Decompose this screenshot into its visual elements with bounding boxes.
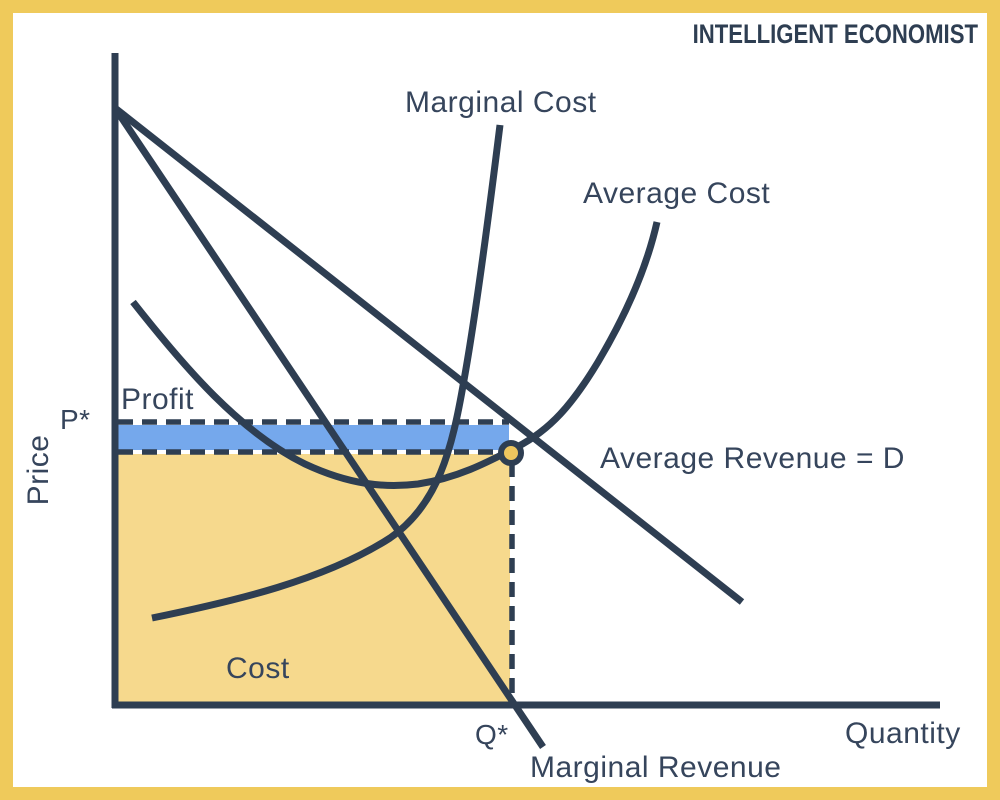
average-revenue-line <box>112 105 745 605</box>
quantity-axis-label: Quantity <box>845 717 961 750</box>
profit-region <box>118 425 509 450</box>
brand-logo: INTELLIGENT ECONOMIST <box>692 19 978 49</box>
marginal-cost-curve <box>151 124 504 622</box>
average-cost-label: Average Cost <box>583 177 770 210</box>
marginal-revenue-label: Marginal Revenue <box>530 751 781 784</box>
p-star-label: P* <box>60 404 91 435</box>
price-axis-label: Price <box>22 435 55 506</box>
marginal-cost-label: Marginal Cost <box>405 86 597 119</box>
average-cost-curve <box>130 221 661 489</box>
q-star-label: Q* <box>475 719 509 750</box>
average-revenue-label: Average Revenue = D <box>600 442 905 475</box>
marginal-revenue-line <box>112 106 546 749</box>
equilibrium-dot <box>498 440 524 466</box>
profit-label: Profit <box>121 383 194 416</box>
cost-label: Cost <box>226 652 290 685</box>
